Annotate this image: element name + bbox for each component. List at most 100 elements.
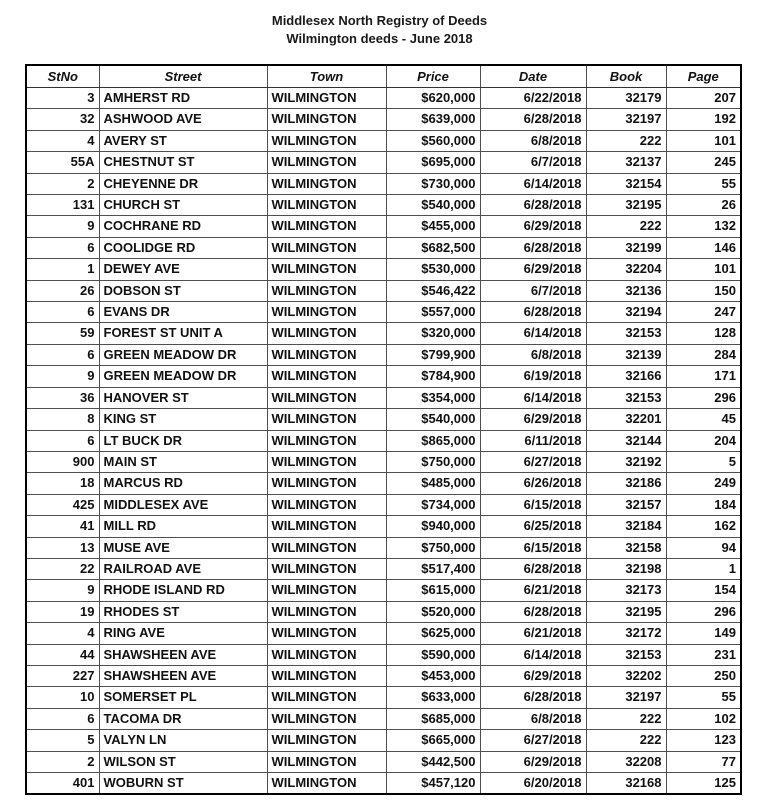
cell-page: 207 <box>665 86 742 110</box>
cell-date: 6/14/2018 <box>479 172 587 196</box>
col-header-price: Price <box>385 64 481 88</box>
cell-date: 6/29/2018 <box>479 750 587 774</box>
cell-street: MILL RD <box>98 515 268 538</box>
cell-book: 32201 <box>585 408 667 431</box>
table-row: 3 AMHERST RD WILMINGTON $620,000 6/22/2018 32… <box>25 86 742 110</box>
cell-page: 102 <box>665 707 742 731</box>
cell-book: 32197 <box>585 108 667 131</box>
cell-price: $865,000 <box>385 429 481 452</box>
cell-town: WILMINGTON <box>266 622 387 645</box>
table-row: 41 MILL RD WILMINGTON $940,000 6/25/2018 3218… <box>25 515 742 538</box>
cell-book: 32195 <box>585 600 667 624</box>
cell-price: $615,000 <box>385 579 481 602</box>
cell-town: WILMINGTON <box>266 729 387 752</box>
col-header-street: Street <box>98 64 268 88</box>
cell-stno: 44 <box>25 643 100 666</box>
cell-book: 32154 <box>585 172 667 196</box>
cell-book: 32136 <box>585 279 667 303</box>
cell-price: $540,000 <box>385 408 481 431</box>
cell-street: LT BUCK DR <box>98 429 268 452</box>
cell-page: 149 <box>665 622 742 645</box>
cell-town: WILMINGTON <box>266 450 387 474</box>
cell-price: $455,000 <box>385 215 481 238</box>
table-row: 6 COOLIDGE RD WILMINGTON $682,500 6/28/2018 3… <box>25 236 742 260</box>
table-row: 4 AVERY ST WILMINGTON $560,000 6/8/2018 222 10… <box>25 129 742 153</box>
cell-page: 184 <box>665 493 742 517</box>
cell-price: $685,000 <box>385 707 481 731</box>
cell-book: 32172 <box>585 622 667 645</box>
cell-date: 6/7/2018 <box>479 151 587 174</box>
cell-page: 296 <box>665 386 742 410</box>
cell-book: 222 <box>585 729 667 752</box>
cell-town: WILMINGTON <box>266 279 387 303</box>
cell-book: 32173 <box>585 579 667 602</box>
cell-town: WILMINGTON <box>266 322 387 345</box>
cell-price: $639,000 <box>385 108 481 131</box>
cell-town: WILMINGTON <box>266 579 387 602</box>
cell-town: WILMINGTON <box>266 536 387 559</box>
cell-book: 32139 <box>585 343 667 367</box>
col-header-page: Page <box>665 64 742 88</box>
cell-street: GREEN MEADOW DR <box>98 343 268 367</box>
cell-date: 6/22/2018 <box>479 86 587 110</box>
cell-date: 6/19/2018 <box>479 365 587 388</box>
cell-book: 32197 <box>585 686 667 709</box>
cell-book: 32137 <box>585 151 667 174</box>
cell-town: WILMINGTON <box>266 172 387 196</box>
cell-street: TACOMA DR <box>98 707 268 731</box>
cell-book: 32202 <box>585 664 667 688</box>
cell-town: WILMINGTON <box>266 600 387 624</box>
cell-date: 6/21/2018 <box>479 622 587 645</box>
cell-street: CHESTNUT ST <box>98 151 268 174</box>
table-row: 1 DEWEY AVE WILMINGTON $530,000 6/29/2018 322… <box>25 258 742 281</box>
cell-price: $540,000 <box>385 194 481 217</box>
cell-price: $784,900 <box>385 365 481 388</box>
cell-price: $799,900 <box>385 343 481 367</box>
cell-street: AVERY ST <box>98 129 268 153</box>
cell-street: SOMERSET PL <box>98 686 268 709</box>
cell-price: $546,422 <box>385 279 481 303</box>
cell-page: 128 <box>665 322 742 345</box>
cell-book: 222 <box>585 129 667 153</box>
cell-book: 222 <box>585 215 667 238</box>
cell-town: WILMINGTON <box>266 129 387 153</box>
cell-page: 77 <box>665 750 742 774</box>
cell-price: $750,000 <box>385 536 481 559</box>
cell-page: 296 <box>665 600 742 624</box>
cell-stno: 22 <box>25 557 100 581</box>
cell-town: WILMINGTON <box>266 86 387 110</box>
cell-stno: 9 <box>25 579 100 602</box>
table-row: 900 MAIN ST WILMINGTON $750,000 6/27/2018 321… <box>25 450 742 474</box>
table-row: 55A CHESTNUT ST WILMINGTON $695,000 6/7/2018… <box>25 151 742 174</box>
cell-price: $695,000 <box>385 151 481 174</box>
cell-street: KING ST <box>98 408 268 431</box>
cell-page: 55 <box>665 172 742 196</box>
cell-price: $520,000 <box>385 600 481 624</box>
cell-stno: 8 <box>25 408 100 431</box>
report-subtitle: Wilmington deeds - June 2018 <box>286 31 473 46</box>
cell-date: 6/28/2018 <box>479 194 587 217</box>
cell-price: $530,000 <box>385 258 481 281</box>
cell-book: 32199 <box>585 236 667 260</box>
cell-date: 6/26/2018 <box>479 472 587 495</box>
cell-street: ASHWOOD AVE <box>98 108 268 131</box>
cell-price: $517,400 <box>385 557 481 581</box>
cell-book: 32144 <box>585 429 667 452</box>
cell-town: WILMINGTON <box>266 707 387 731</box>
cell-date: 6/29/2018 <box>479 258 587 281</box>
table-row: 13 MUSE AVE WILMINGTON $750,000 6/15/2018 321… <box>25 536 742 559</box>
cell-price: $560,000 <box>385 129 481 153</box>
cell-town: WILMINGTON <box>266 686 387 709</box>
cell-page: 101 <box>665 129 742 153</box>
cell-stno: 2 <box>25 750 100 774</box>
table-row: 6 LT BUCK DR WILMINGTON $865,000 6/11/2018 32… <box>25 429 742 452</box>
cell-street: HANOVER ST <box>98 386 268 410</box>
cell-stno: 6 <box>25 301 100 324</box>
cell-price: $665,000 <box>385 729 481 752</box>
cell-book: 32166 <box>585 365 667 388</box>
cell-street: AMHERST RD <box>98 86 268 110</box>
cell-price: $354,000 <box>385 386 481 410</box>
cell-date: 6/15/2018 <box>479 536 587 559</box>
table-row: 9 RHODE ISLAND RD WILMINGTON $615,000 6/21/2… <box>25 579 742 602</box>
cell-town: WILMINGTON <box>266 515 387 538</box>
